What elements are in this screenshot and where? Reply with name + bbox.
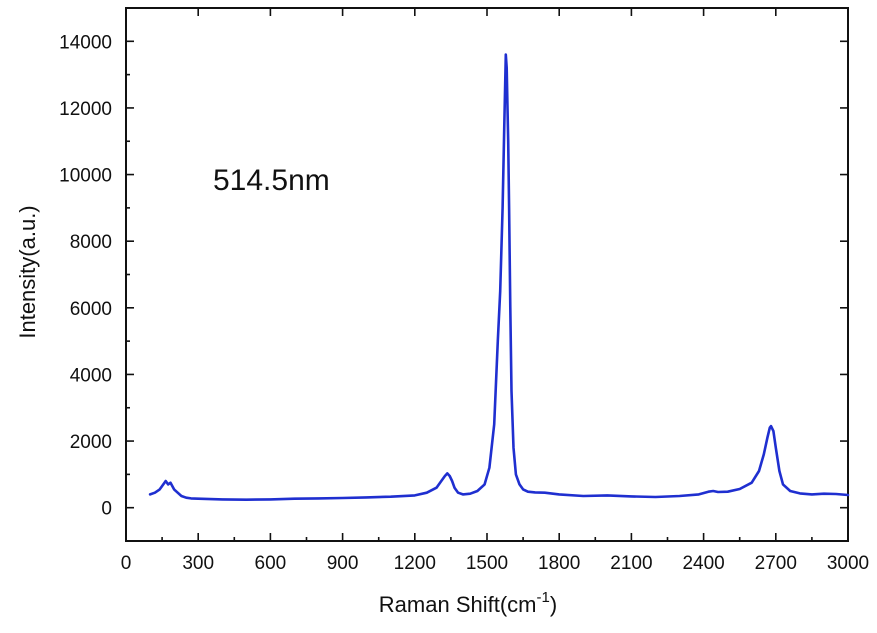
x-axis-title: Raman Shift(cm-1) — [379, 589, 557, 617]
y-axis-title: Intensity(a.u.) — [15, 205, 40, 338]
x-tick-label: 1800 — [538, 553, 580, 574]
y-tick-label: 12000 — [59, 99, 112, 120]
spectrum-line — [148, 53, 850, 501]
x-axis-ticks — [125, 8, 849, 541]
x-axis-tick-labels: 0 300 600 900 1200 1500 1800 2100 2400 2700 3000 — [121, 553, 869, 574]
y-axis-tick-labels: 0 2000 4000 6000 8000 10000 12000 14000 — [59, 32, 112, 519]
x-tick-label: 1200 — [394, 553, 436, 574]
y-tick-label: 6000 — [70, 299, 112, 320]
x-axis-title-main: Raman Shift(cm — [379, 592, 537, 617]
x-tick-label: 2400 — [682, 553, 724, 574]
x-tick-label: 600 — [255, 553, 287, 574]
x-tick-label: 900 — [327, 553, 359, 574]
x-tick-label: 300 — [182, 553, 214, 574]
y-tick-label: 8000 — [70, 232, 112, 253]
y-tick-label: 14000 — [59, 32, 112, 53]
y-tick-label: 0 — [101, 499, 112, 520]
x-axis-title-close: ) — [550, 592, 557, 617]
excitation-wavelength-annotation: 514.5nm — [213, 164, 330, 197]
x-axis-title-superscript: -1 — [537, 589, 550, 606]
x-tick-label: 3000 — [827, 553, 869, 574]
x-tick-label: 0 — [121, 553, 132, 574]
series-layer — [148, 53, 850, 501]
y-tick-label: 10000 — [59, 166, 112, 187]
plot-frame — [125, 7, 849, 542]
x-tick-label: 1500 — [466, 553, 508, 574]
x-tick-label: 2100 — [610, 553, 652, 574]
y-tick-label: 4000 — [70, 365, 112, 386]
y-tick-label: 2000 — [70, 432, 112, 453]
y-axis-ticks — [126, 7, 848, 509]
x-tick-label: 2700 — [755, 553, 797, 574]
